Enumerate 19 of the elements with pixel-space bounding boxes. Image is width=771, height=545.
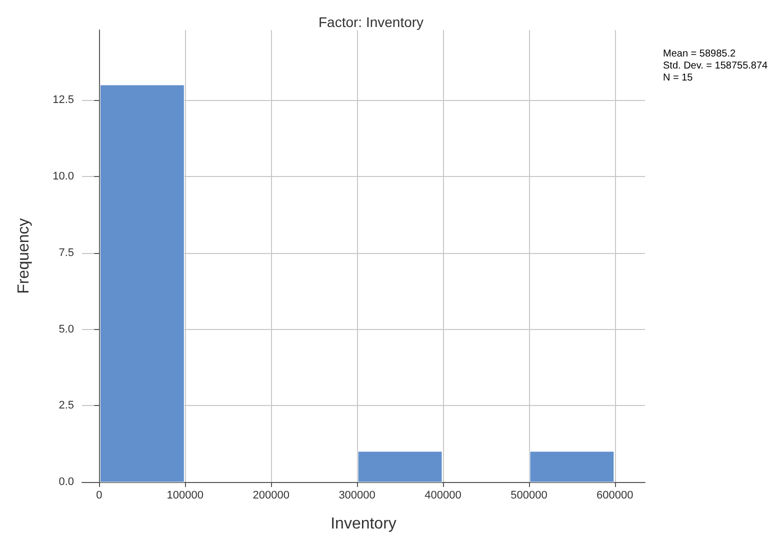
y-tick-label: 10.0 [52,170,74,183]
y-tick-label: 5.0 [58,323,74,336]
x-tick-label: 600000 [596,490,634,502]
y-tick-label: 12.5 [52,94,74,106]
y-tick-label: 2.5 [58,400,74,412]
y-tick-label: 0.0 [58,476,74,488]
x-axis-title: Inventory [330,516,396,532]
y-axis-title: Frequency [16,218,32,294]
text: N = 15 [663,72,694,84]
text: Mean = 58985.2 [663,48,736,60]
x-tick-label: 300000 [338,490,376,502]
x-tick-label: 200000 [252,490,290,502]
chart-title: Factor: Inventory [318,14,424,30]
x-tick-label: 100000 [166,490,204,502]
x-tick-label: 0 [96,490,102,502]
x-tick-label: 500000 [510,490,548,502]
text: Std. Dev. = 158755.874 [663,60,768,72]
x-tick-label: 400000 [424,490,462,502]
y-tick-label: 7.5 [58,246,74,259]
